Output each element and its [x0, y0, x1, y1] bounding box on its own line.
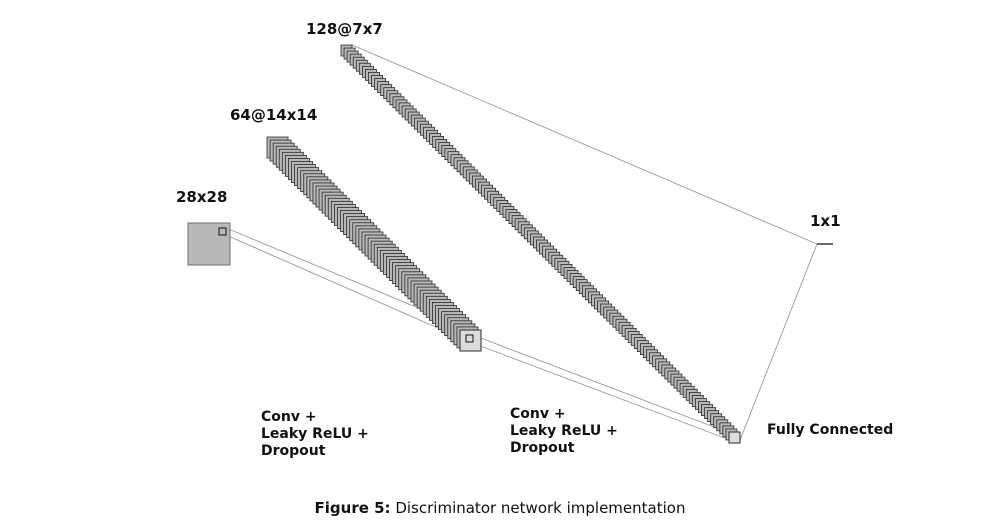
figure-caption: Figure 5: Discriminator network implemen… [0, 498, 1000, 518]
operation-label-conv2: Conv + Leaky ReLU + Dropout [510, 406, 618, 457]
connector-line [351, 44, 818, 245]
kernel-window [218, 227, 227, 236]
input-feature-map [187, 222, 231, 266]
connector-line [469, 341, 731, 441]
layer-label-conv2: 128@7x7 [306, 20, 383, 38]
operation-line: Conv + [510, 406, 566, 422]
conv-layer-64-stack [266, 136, 482, 352]
feature-map [459, 329, 482, 352]
layer-label-output: 1x1 [810, 212, 841, 230]
fc-connector-lines [351, 44, 818, 441]
operation-label-conv1: Conv + Leaky ReLU + Dropout [261, 409, 369, 460]
conv-layer-128-stack [340, 44, 741, 444]
caption-prefix: Figure 5: [314, 499, 391, 517]
connector-line [739, 243, 818, 441]
input-layer-28x28 [187, 222, 231, 266]
layer-label-input: 28x28 [176, 188, 228, 206]
operation-line: Conv + [261, 409, 317, 425]
operation-line: Dropout [261, 443, 326, 459]
operation-line: Leaky ReLU + [510, 423, 618, 439]
conv2-connector-lines [469, 334, 736, 441]
operation-line: Leaky ReLU + [261, 426, 369, 442]
kernel-window [465, 334, 474, 343]
layer-label-conv1: 64@14x14 [230, 106, 318, 124]
connector-line [472, 334, 736, 436]
operation-line: Fully Connected [767, 422, 894, 438]
caption-text: Discriminator network implementation [395, 499, 686, 517]
connector-line [225, 234, 473, 344]
operation-label-fc: Fully Connected [767, 422, 893, 439]
kernel-window-markers [218, 227, 474, 343]
feature-map [728, 431, 741, 444]
operation-line: Dropout [510, 440, 575, 456]
